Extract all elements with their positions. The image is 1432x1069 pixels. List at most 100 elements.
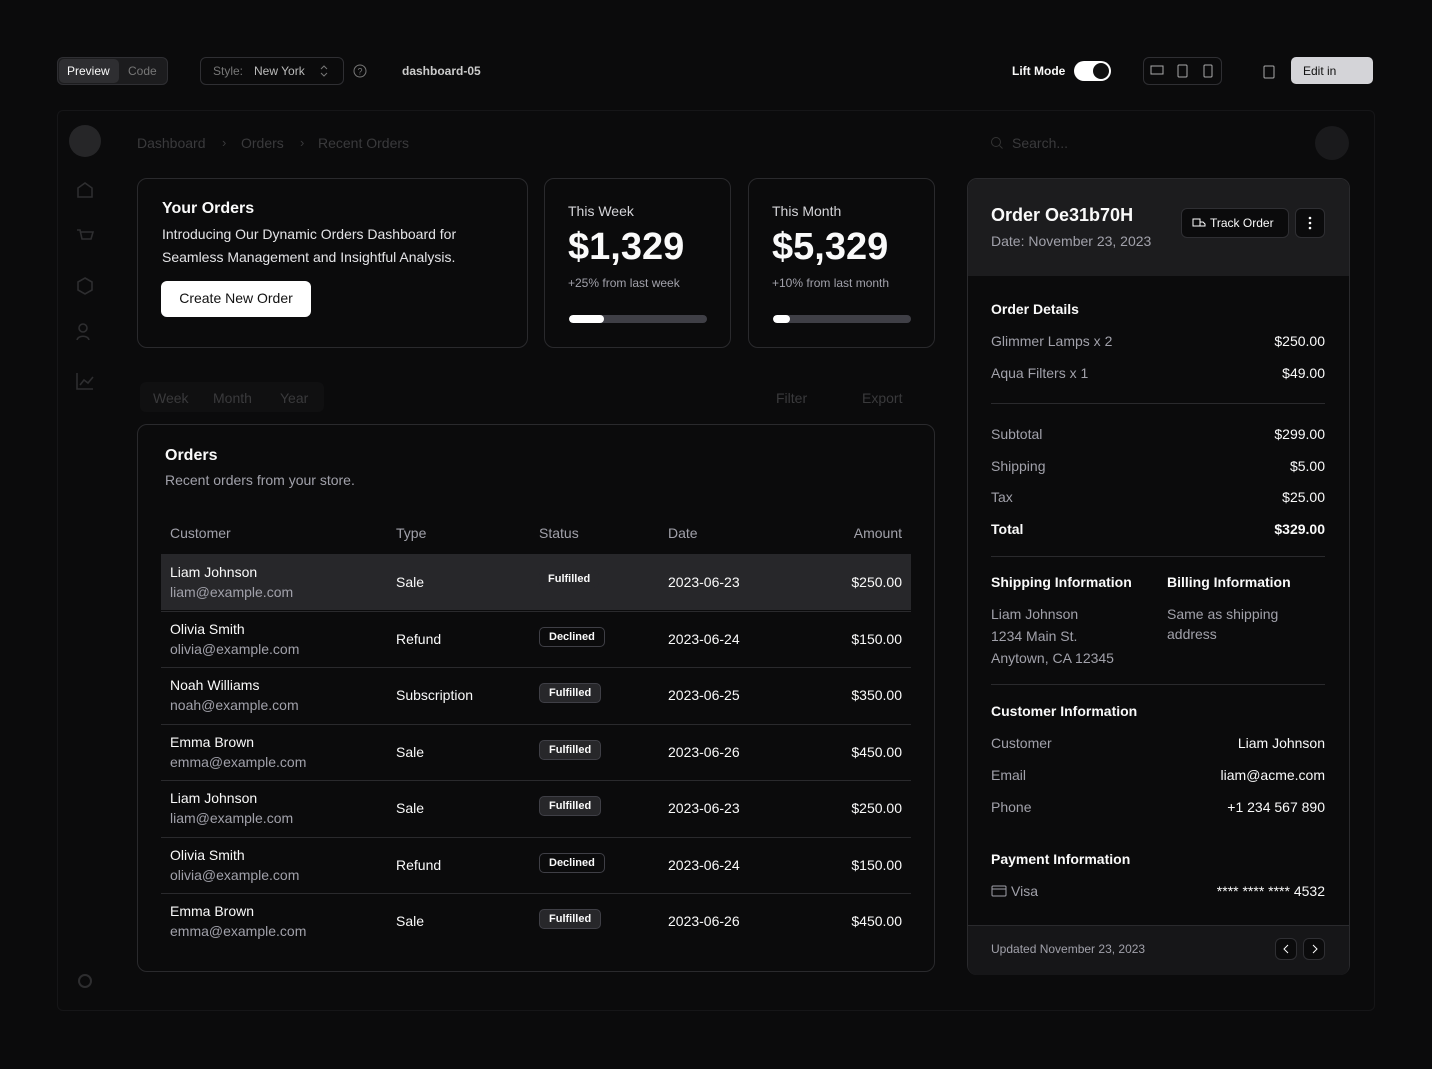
- customer-name: Olivia Smith: [170, 846, 245, 863]
- progress-track: [569, 315, 707, 323]
- breadcrumb-item[interactable]: Orders: [241, 135, 284, 151]
- order-date: 2023-06-26: [668, 743, 740, 760]
- order-type: Refund: [396, 630, 442, 647]
- orders-subtitle: Recent orders from your store.: [165, 472, 355, 488]
- detail-label: Total: [991, 521, 1024, 538]
- tab[interactable]: Month: [213, 390, 252, 406]
- settings-icon[interactable]: [75, 971, 95, 991]
- stat-change: +25% from last week: [568, 276, 680, 290]
- order-type: Sale: [396, 574, 425, 590]
- column-header: Customer: [170, 525, 231, 541]
- order-amount: $350.00: [851, 687, 902, 703]
- search-input[interactable]: Search...: [1012, 135, 1069, 151]
- progress-bar: [569, 315, 604, 323]
- intro-card: [137, 178, 528, 348]
- intro-text: Seamless Management and Insightful Analy…: [162, 249, 456, 265]
- customer-name: Emma Brown: [170, 903, 255, 919]
- detail-label: Tax: [991, 489, 1013, 506]
- detail-value: $49.00: [1282, 365, 1325, 381]
- export-button[interactable]: Export: [862, 390, 903, 406]
- preview-tab[interactable]: Preview: [67, 64, 110, 78]
- sidebar-icons: [76, 182, 95, 390]
- order-header: [968, 179, 1349, 276]
- lift-toggle[interactable]: [1074, 61, 1111, 81]
- copy-icon[interactable]: [1262, 63, 1276, 79]
- section-title: Payment Information: [991, 851, 1131, 867]
- detail-value: +1 234 567 890: [1227, 799, 1325, 815]
- tab[interactable]: Week: [153, 390, 189, 406]
- stat-label: This Week: [568, 203, 634, 219]
- status-badge: Fulfilled: [539, 796, 602, 816]
- divider: [991, 684, 1325, 685]
- prev-button[interactable]: [1275, 938, 1297, 960]
- status-badge: Declined: [539, 626, 605, 647]
- order-date: Date: November 23, 2023: [991, 233, 1152, 249]
- card-icon: [991, 885, 1007, 897]
- order-type: Refund: [396, 856, 442, 873]
- create-order-label: Create New Order: [179, 290, 293, 306]
- tabs: [140, 382, 324, 412]
- order-type: Subscription: [396, 687, 474, 703]
- customer-name: Olivia Smith: [170, 620, 245, 637]
- customer-name: Emma Brown: [170, 733, 255, 750]
- breadcrumb-sep: ›: [222, 135, 227, 150]
- customer-email: noah@example.com: [170, 697, 299, 713]
- device-group: [1143, 57, 1222, 85]
- payment-method: Visa: [1011, 883, 1038, 899]
- updated-text: Updated November 23, 2023: [991, 942, 1146, 956]
- help-icon[interactable]: ?: [353, 64, 367, 78]
- progress-track: [773, 315, 911, 323]
- detail-label: Email: [991, 767, 1027, 783]
- detail-label: Shipping: [991, 457, 1046, 474]
- create-order-button[interactable]: [161, 281, 311, 317]
- status-badge: Declined: [539, 852, 605, 873]
- next-button[interactable]: [1303, 938, 1325, 960]
- row-divider: [161, 667, 911, 668]
- tab[interactable]: Year: [280, 390, 309, 406]
- preview-tab-bg: [59, 59, 119, 83]
- avatar[interactable]: [1315, 126, 1349, 160]
- order-type: Sale: [396, 913, 425, 929]
- row-highlight: [161, 554, 911, 610]
- logo[interactable]: [69, 125, 101, 157]
- row-divider: [161, 610, 911, 612]
- row-divider: [161, 723, 911, 725]
- edit-button[interactable]: [1291, 57, 1373, 84]
- track-label: Track Order: [1210, 216, 1274, 230]
- filter-button[interactable]: Filter: [776, 390, 808, 406]
- customer-email: olivia@example.com: [170, 866, 300, 883]
- truck-icon: [1192, 218, 1206, 227]
- style-select[interactable]: [200, 57, 344, 85]
- order-type: Sale: [396, 743, 425, 760]
- stat-value: $5,329: [772, 226, 889, 268]
- shipping-line: Liam Johnson: [991, 606, 1079, 622]
- device-icons[interactable]: [1149, 63, 1219, 79]
- edit-label: Edit in: [1303, 64, 1337, 78]
- column-header: Type: [396, 525, 427, 541]
- section-title: Order Details: [991, 301, 1079, 317]
- status-badge: Fulfilled: [539, 739, 602, 760]
- style-label: Style:: [213, 64, 244, 78]
- order-amount: $250.00: [851, 574, 902, 590]
- search-icon: [991, 137, 1003, 149]
- detail-value: $5.00: [1289, 457, 1325, 474]
- breadcrumb-item: Recent Orders: [318, 135, 410, 151]
- section-title: Customer Information: [991, 703, 1138, 719]
- detail-value: $329.00: [1274, 521, 1325, 538]
- customer-name: Liam Johnson: [170, 564, 258, 580]
- stat-value: $1,329: [568, 226, 685, 268]
- status-badge: Fulfilled: [539, 909, 602, 929]
- track-button[interactable]: [1181, 208, 1289, 238]
- detail-value: Liam Johnson: [1237, 735, 1325, 751]
- section-title: Billing Information: [1167, 574, 1291, 590]
- customer-email: olivia@example.com: [170, 640, 300, 657]
- row-divider: [161, 780, 911, 781]
- order-type: Sale: [396, 800, 425, 816]
- code-tab[interactable]: Code: [128, 64, 157, 78]
- breadcrumb-item[interactable]: Dashboard: [137, 135, 206, 151]
- style-value: New York: [254, 64, 305, 78]
- svg-text:?: ?: [357, 67, 362, 77]
- shipping-line: 1234 Main St.: [991, 628, 1078, 644]
- stat-label: This Month: [772, 203, 842, 219]
